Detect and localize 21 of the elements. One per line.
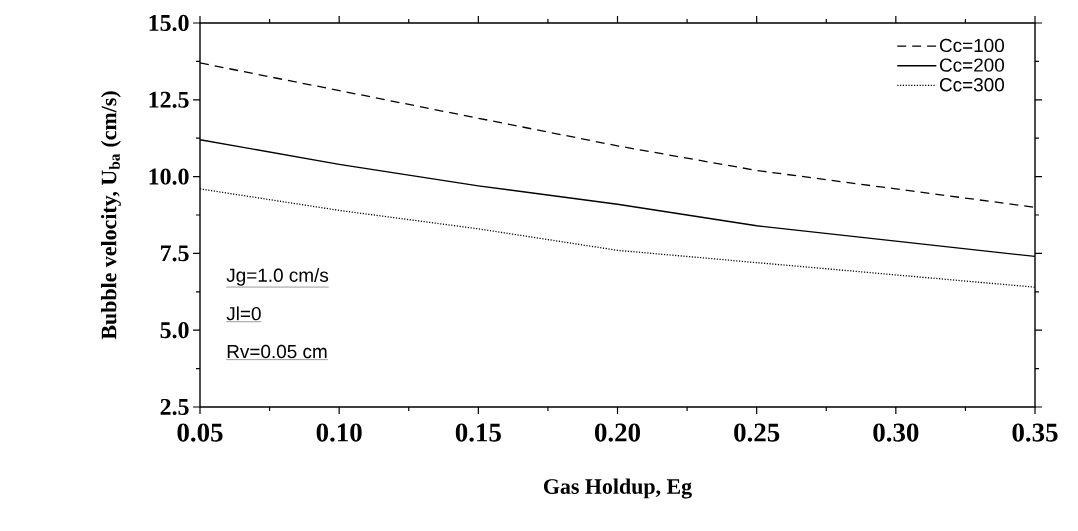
- y-tick-label: 7.5: [160, 245, 189, 262]
- y-tick-label: 15.0: [149, 14, 189, 32]
- legend-label: Cc=300: [939, 78, 1005, 92]
- y-tick-label: 2.5: [160, 398, 189, 416]
- y-tick-label: 12.5: [149, 91, 189, 108]
- legend-label: Cc=100: [939, 38, 1005, 53]
- x-axis-title: Gas Holdup, Eg: [543, 478, 692, 499]
- x-tick-label: 0.30: [873, 423, 919, 442]
- y-axis-title: Bubble velocity, U$_{ba}$ (cm/s): [100, 91, 121, 340]
- y-tick-label: 10.0: [149, 168, 189, 185]
- x-tick-label: 0.25: [734, 423, 780, 442]
- annotation: Rv=0.05 cm: [227, 344, 327, 359]
- x-tick-label: 0.35: [1012, 423, 1058, 442]
- annotation: Jg=1.0 cm/s: [226, 268, 329, 286]
- x-tick-label: 0.20: [595, 423, 641, 442]
- x-tick-label: 0.15: [455, 423, 501, 442]
- annotation: Jl=0: [226, 306, 261, 321]
- x-tick-label: 0.05: [177, 423, 223, 442]
- x-tick-label: 0.10: [316, 423, 362, 442]
- legend-label: Cc=200: [939, 58, 1005, 72]
- y-tick-label: 5.0: [160, 322, 189, 339]
